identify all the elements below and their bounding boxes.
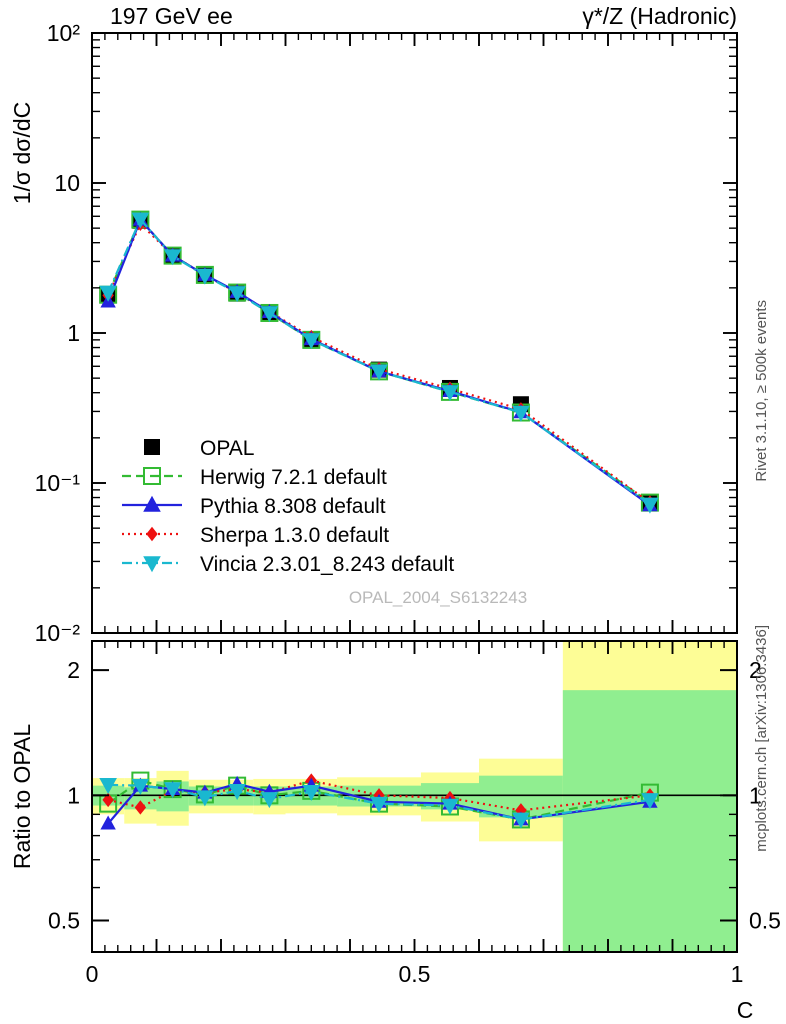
y-tick-label: 10⁻² — [35, 620, 81, 646]
main-panel-x-ticks — [91, 33, 738, 633]
legend-item-herwig[interactable]: Herwig 7.2.1 default — [122, 466, 387, 489]
analysis-watermark: OPAL_2004_S6132243 — [349, 588, 527, 607]
legend-item-opal[interactable]: OPAL — [144, 437, 254, 460]
marker-diamond — [102, 792, 114, 808]
marker-triangle-down — [370, 364, 388, 381]
marker-triangle-down — [441, 798, 459, 815]
ratio-series-vincia — [99, 777, 659, 829]
marker-triangle-down — [370, 796, 388, 813]
y-tick-label: 10⁻¹ — [35, 470, 81, 496]
x-tick-label: 1 — [731, 961, 744, 987]
series-line — [107, 217, 651, 504]
marker-square-open — [143, 467, 161, 485]
marker-triangle-down — [99, 285, 117, 302]
marker-triangle-down — [196, 268, 214, 285]
main-panel-frame — [91, 32, 738, 634]
ratio-y-tick-label-left: 2 — [67, 657, 80, 683]
ratio-panel-y-tick-labels: 2 2 1 1 0.5 0.5 — [48, 657, 781, 933]
marker-diamond — [146, 526, 158, 542]
marker-triangle-down — [196, 790, 214, 807]
ratio-y-tick-label-right: 0.5 — [749, 908, 781, 934]
legend-item-vincia[interactable]: Vincia 2.3.01_8.243 default — [122, 553, 454, 576]
marker-diamond — [515, 803, 527, 818]
legend-label-vincia: Vincia 2.3.01_8.243 default — [200, 553, 454, 576]
x-tick-label: 0 — [86, 961, 99, 987]
marker-triangle-down — [641, 497, 659, 514]
marker-triangle-down — [228, 286, 246, 303]
ratio-uncertainty-bands — [92, 641, 737, 952]
marker-triangle-down — [131, 778, 150, 795]
side-label-mcplots: mcplots.cern.ch [arXiv:1306.3436] — [753, 625, 770, 852]
ratio-y-tick-label-left: 1 — [67, 782, 80, 808]
main-panel-y-tick-labels: 10² 10 1 10⁻¹ 10⁻² — [35, 20, 81, 646]
marker-triangle-down — [228, 784, 246, 801]
x-tick-label: 0.5 — [399, 961, 431, 987]
ratio-panel-y-ticks — [92, 669, 737, 922]
y-tick-label: 1 — [67, 320, 80, 346]
ratio-panel-x-ticks — [91, 641, 738, 952]
marker-square-filled — [144, 439, 160, 455]
legend: OPAL Herwig 7.2.1 default Pythia 8.308 def… — [122, 437, 454, 576]
marker-triangle-down — [131, 212, 150, 229]
marker-triangle-down — [512, 812, 530, 829]
main-series-vincia — [99, 212, 659, 514]
legend-label-pythia: Pythia 8.308 default — [200, 495, 386, 518]
marker-triangle-down — [163, 249, 182, 266]
ratio-y-axis-title: Ratio to OPAL — [9, 724, 35, 870]
x-tick-labels: 0 0.5 1 — [86, 961, 744, 987]
marker-triangle-down — [641, 793, 659, 810]
ratio-y-tick-label-right: 2 — [749, 657, 762, 683]
marker-triangle-down — [441, 385, 459, 402]
marker-triangle-down — [163, 782, 182, 799]
marker-triangle-down — [302, 784, 321, 801]
y-tick-label: 10² — [47, 20, 81, 46]
legend-item-pythia[interactable]: Pythia 8.308 default — [122, 495, 386, 518]
marker-diamond — [134, 800, 147, 815]
band-green — [562, 690, 737, 952]
marker-triangle-down — [143, 556, 161, 573]
ratio-y-tick-label-left: 0.5 — [48, 908, 80, 934]
ratio-y-tick-label-right: 1 — [749, 782, 762, 808]
marker-triangle-up — [100, 815, 116, 830]
y-axis-title: 1/σ dσ/dC — [9, 102, 35, 205]
marker-triangle-down — [302, 333, 321, 350]
header-left: 197 GeV ee — [110, 3, 233, 29]
band-green — [124, 787, 157, 810]
legend-label-opal: OPAL — [200, 437, 254, 460]
side-label-rivet: Rivet 3.1.10, ≥ 500k events — [753, 300, 770, 482]
marker-triangle-down — [260, 792, 279, 809]
header-right: γ*/Z (Hadronic) — [582, 3, 737, 29]
main-panel-y-ticks — [92, 32, 737, 634]
marker-triangle-down — [99, 777, 117, 794]
marker-triangle-up — [143, 495, 161, 512]
legend-item-sherpa[interactable]: Sherpa 1.3.0 default — [122, 524, 389, 547]
legend-label-sherpa: Sherpa 1.3.0 default — [200, 524, 389, 547]
marker-triangle-down — [260, 306, 279, 323]
x-axis-title: C — [737, 997, 754, 1023]
legend-label-herwig: Herwig 7.2.1 default — [200, 466, 387, 489]
marker-triangle-down — [512, 405, 530, 422]
y-tick-label: 10 — [54, 170, 80, 196]
